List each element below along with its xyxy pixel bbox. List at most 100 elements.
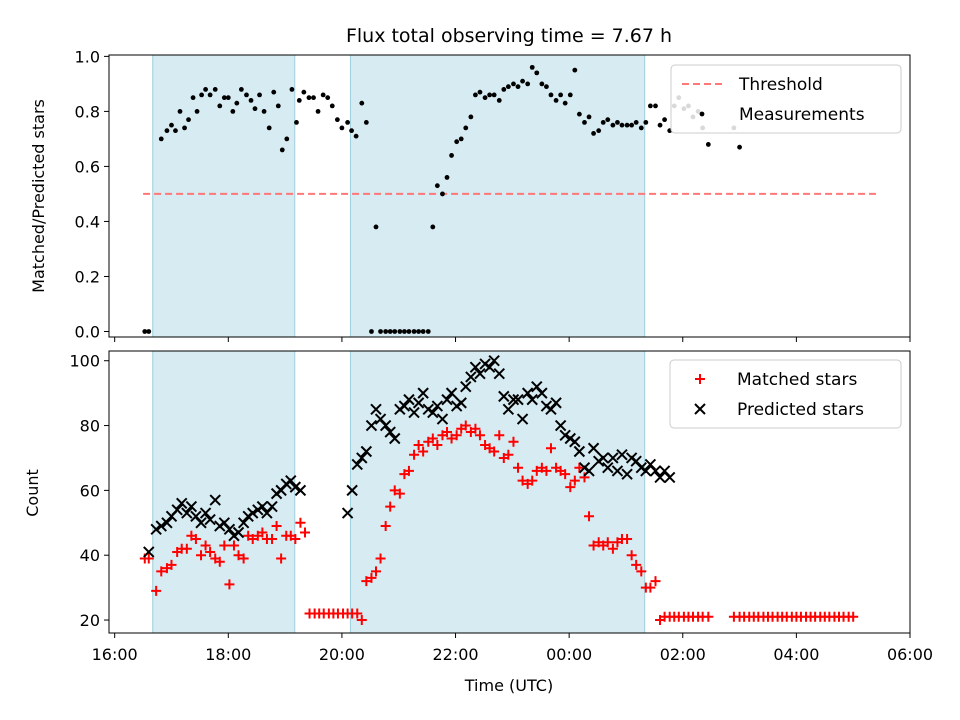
predicted-star-point	[654, 471, 666, 484]
measurement-point	[610, 122, 616, 128]
measurement-point	[482, 95, 488, 101]
measurement-point	[591, 131, 596, 136]
top-panel: 0.0 0.2 0.4 0.6 0.8 1.0 Matched/Predicted sta…	[29, 47, 911, 342]
matched-star-point	[143, 553, 154, 564]
top-y-tick-label: 0.4	[75, 212, 100, 231]
measurement-point	[737, 144, 742, 150]
measurement-point	[289, 86, 295, 92]
matched-star-point	[228, 540, 239, 551]
matched-star-point	[361, 576, 372, 587]
matched-star-point	[380, 521, 391, 532]
measurement-point	[294, 120, 299, 125]
measurements-points	[142, 64, 742, 334]
predicted-star-point	[247, 507, 259, 519]
matched-star-point	[418, 446, 429, 457]
predicted-star-point	[550, 397, 562, 409]
predicted-star-point	[469, 361, 482, 373]
measurement-point	[279, 147, 285, 153]
predicted-star-point	[389, 432, 401, 445]
top-x-ticks	[114, 337, 911, 342]
measurement-point	[430, 224, 436, 230]
matched-star-point	[508, 436, 519, 447]
matched-star-point	[588, 540, 599, 551]
matched-star-point	[432, 440, 443, 450]
measurement-point	[567, 92, 573, 98]
measurement-point	[217, 103, 223, 109]
matched-star-point	[848, 611, 859, 622]
predicted-star-point	[294, 484, 307, 497]
predicted-star-point	[417, 387, 429, 399]
measurement-point	[525, 81, 531, 87]
measurement-point	[449, 153, 454, 158]
matched-star-point	[394, 488, 405, 499]
measurement-point	[647, 103, 653, 109]
predicted-star-point	[483, 361, 496, 373]
predicted-star-point	[507, 393, 520, 406]
matched-star-point	[389, 485, 400, 496]
predicted-star-point	[266, 500, 278, 513]
measurement-point	[615, 120, 620, 125]
predicted-star-point	[621, 468, 633, 480]
legend-frame	[669, 359, 902, 429]
bottom-y-tick-label: 60	[80, 481, 100, 500]
measurement-point	[505, 84, 511, 90]
matched-star-point	[645, 582, 656, 593]
matched-star-point	[276, 553, 287, 564]
measurement-point	[252, 106, 258, 112]
measurement-point	[629, 122, 635, 128]
matched-star-point	[489, 446, 500, 457]
measurement-point	[657, 122, 663, 128]
measurement-point	[638, 125, 644, 131]
measurement-point	[345, 120, 350, 125]
measurement-point	[529, 64, 535, 70]
matched-star-point	[517, 475, 528, 486]
predicted-star-point	[521, 387, 534, 399]
predicted-star-point	[398, 400, 411, 412]
predicted-star-point	[237, 517, 250, 529]
measurement-point	[624, 122, 630, 128]
matched-star-point	[565, 482, 576, 493]
measurement-point	[491, 92, 497, 98]
measurement-point	[158, 136, 164, 142]
x-tick-label: 04:00	[773, 645, 819, 664]
measurement-point	[425, 329, 431, 334]
measurement-point	[248, 97, 254, 103]
predicted-star-point	[256, 500, 269, 513]
bottom-panel: 20 40 60 80 100 16:00 18:00 20:00 22:00 00:00 02:…	[23, 350, 933, 695]
measurement-point	[164, 128, 170, 134]
matched-star-point	[494, 430, 505, 441]
measurement-point	[186, 117, 191, 123]
measurement-point	[387, 329, 393, 334]
x-tick-label: 06:00	[887, 645, 933, 664]
bottom-legend: Matched stars Predicted stars	[669, 359, 902, 429]
predicted-star-point	[436, 413, 449, 425]
predicted-star-point	[341, 507, 354, 519]
top-plot-frame	[108, 54, 911, 338]
measurement-point	[266, 125, 272, 131]
matched-star-point	[403, 465, 414, 476]
legend-frame	[670, 64, 902, 134]
measurement-point	[420, 329, 426, 334]
matched-star-point	[513, 462, 524, 473]
measurement-point	[534, 70, 540, 76]
measurement-point	[190, 95, 196, 101]
measurement-point	[605, 117, 611, 123]
predicted-star-point	[597, 452, 609, 464]
predicted-star-point	[150, 523, 162, 535]
measurement-point	[261, 109, 267, 114]
measurement-point	[373, 224, 379, 230]
measurement-point	[553, 97, 559, 103]
measurement-point	[444, 175, 450, 180]
measurement-point	[487, 92, 493, 98]
matched-star-point	[607, 543, 618, 554]
x-tick-label: 20:00	[319, 645, 365, 664]
top-y-axis-title: Matched/Predicted stars	[29, 99, 48, 293]
shaded-interval-1	[152, 350, 296, 634]
measurement-point	[369, 329, 374, 334]
measurement-point	[477, 89, 483, 95]
predicted-star-point	[232, 526, 245, 539]
measurement-point	[169, 122, 174, 128]
x-tick-label: 18:00	[205, 645, 251, 664]
matched-star-point	[451, 430, 462, 441]
measurement-point	[539, 81, 545, 87]
